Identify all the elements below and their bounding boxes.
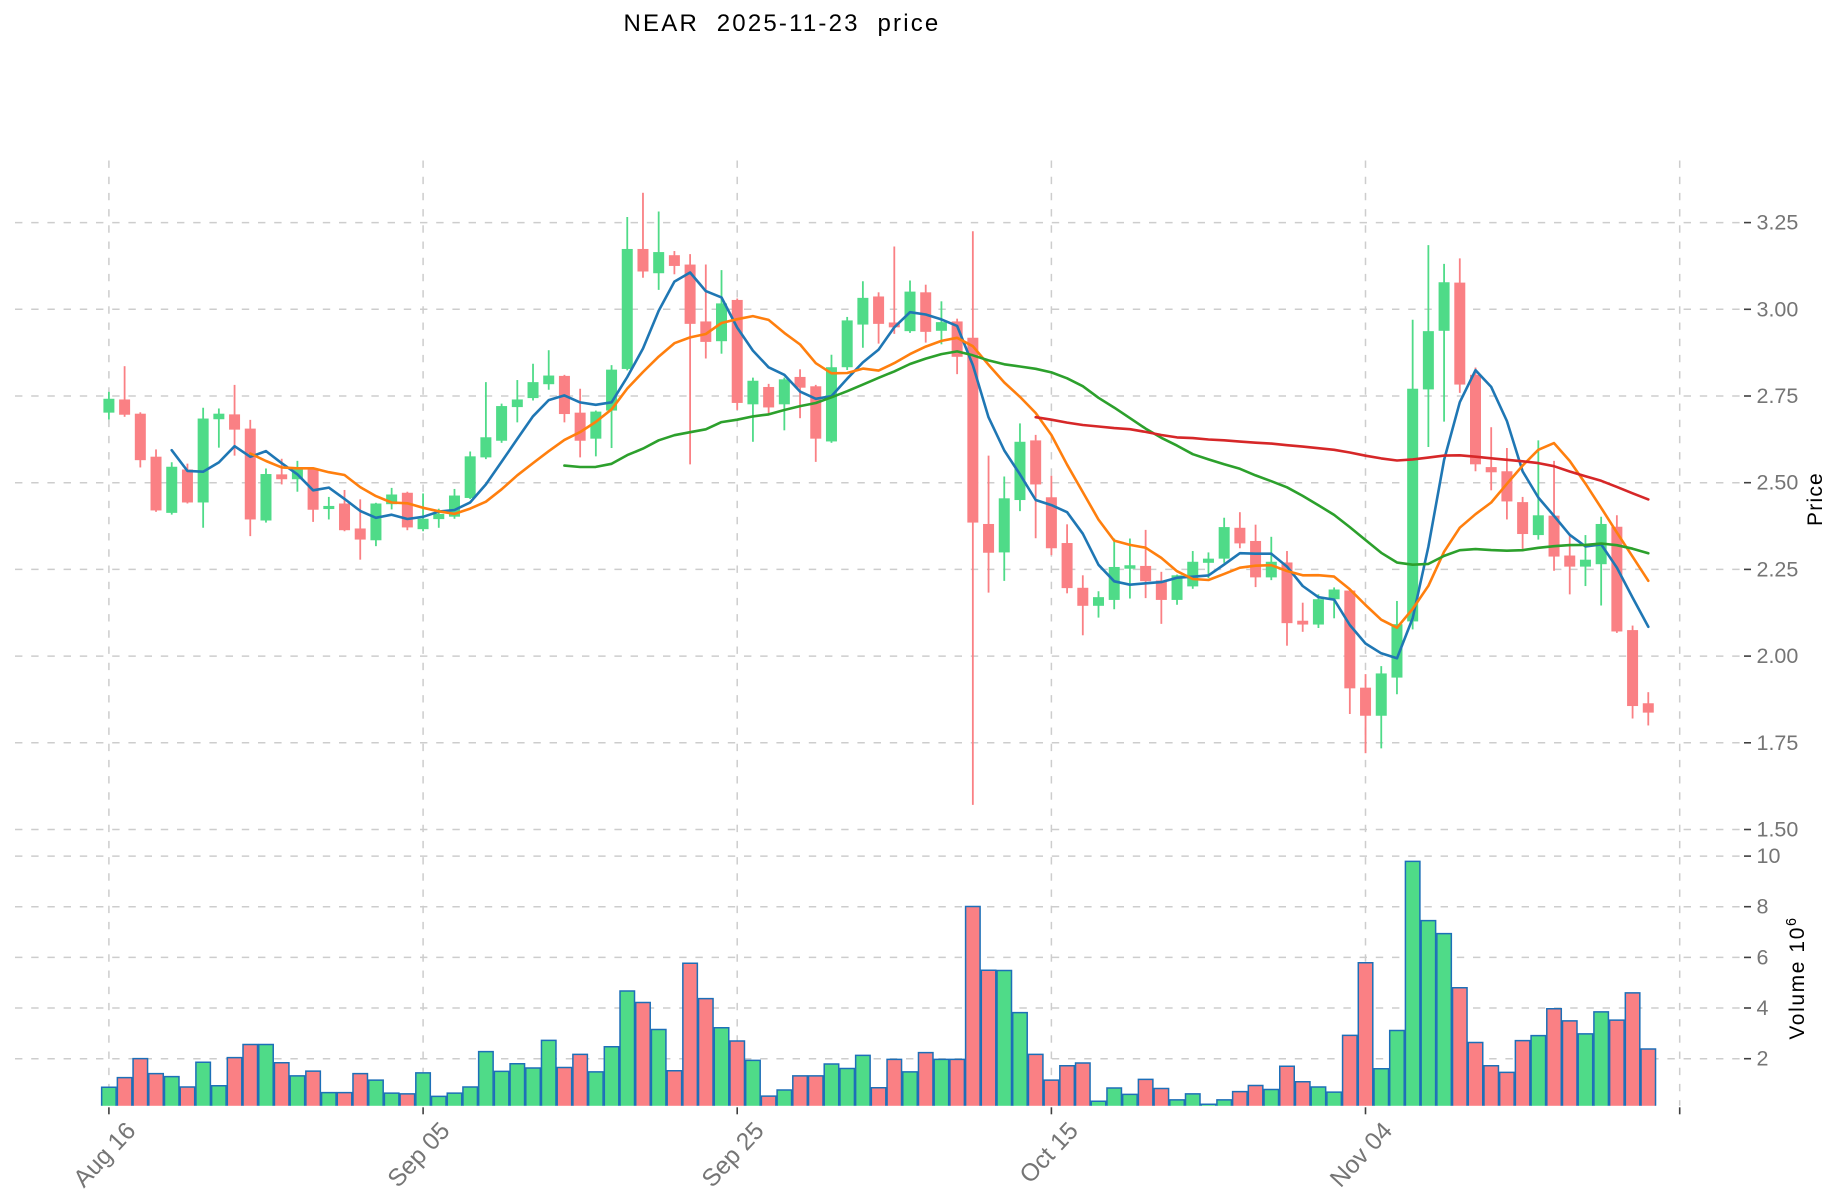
svg-text:Volume 106: Volume 106: [1784, 916, 1809, 1039]
svg-text:2.00: 2.00: [1757, 644, 1799, 668]
svg-text:3.00: 3.00: [1757, 297, 1799, 321]
svg-text:2: 2: [1757, 1047, 1769, 1071]
svg-text:6: 6: [1757, 945, 1769, 969]
svg-text:Price: Price: [1804, 472, 1827, 526]
svg-text:NEAR 2025-11-23 price: NEAR 2025-11-23 price: [624, 10, 941, 37]
svg-text:2.50: 2.50: [1757, 471, 1799, 495]
svg-text:1.75: 1.75: [1757, 731, 1799, 755]
svg-text:4: 4: [1757, 996, 1769, 1020]
svg-text:1.50: 1.50: [1757, 818, 1799, 842]
svg-text:8: 8: [1757, 895, 1769, 919]
svg-text:2.25: 2.25: [1757, 557, 1799, 581]
svg-text:2.75: 2.75: [1757, 384, 1799, 408]
svg-text:10: 10: [1757, 844, 1781, 868]
svg-text:3.25: 3.25: [1757, 211, 1799, 235]
